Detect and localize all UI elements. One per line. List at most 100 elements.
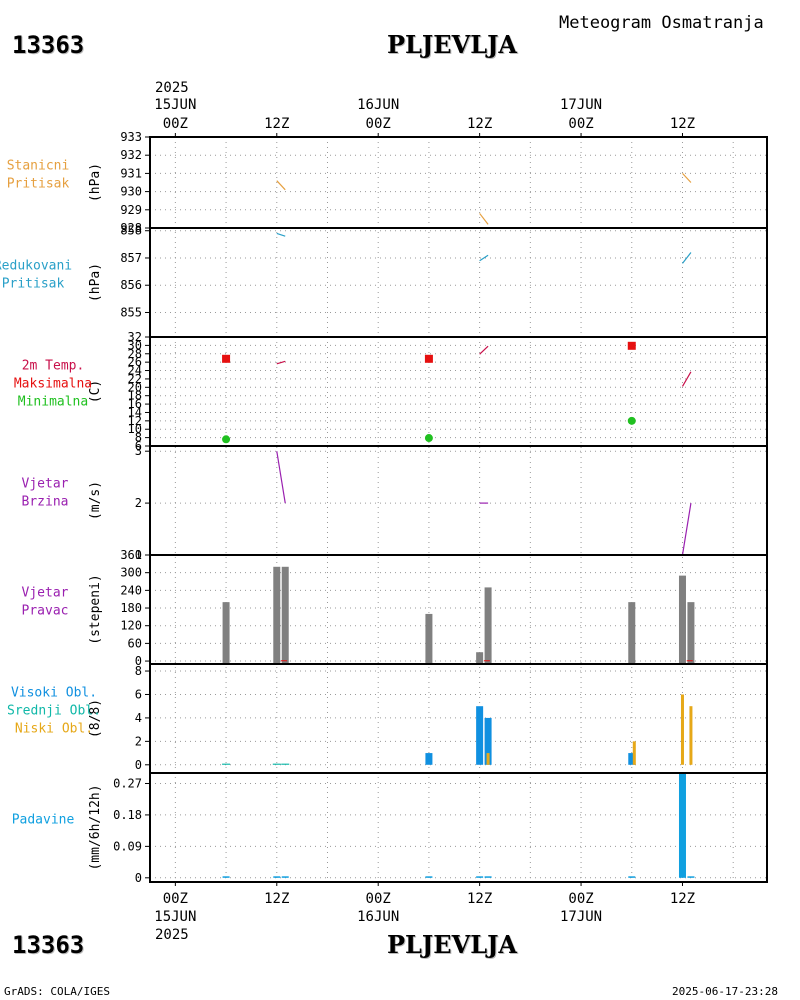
hour-label-bottom: 00Z xyxy=(163,891,188,907)
wind-direction-ytick-label: 120 xyxy=(120,619,142,633)
cloud-bar xyxy=(281,763,290,765)
reduced-pressure-ytick-label: 857 xyxy=(120,251,142,265)
hour-label-bottom: 12Z xyxy=(467,891,492,907)
station-pressure-label-1: Stanicni xyxy=(7,159,70,174)
station-pressure-segment xyxy=(682,172,692,183)
frame-layer xyxy=(145,133,768,886)
hour-label-top: 00Z xyxy=(163,116,188,132)
cloud-cover-ytick-label: 2 xyxy=(135,734,142,748)
wind-direction-bar xyxy=(222,602,230,664)
date-label-bottom: 17JUN xyxy=(560,909,602,925)
data-layer xyxy=(222,172,695,878)
station-id-bottom: 13363 xyxy=(12,931,85,959)
wind-speed-segment xyxy=(276,451,286,504)
cloud-cover-label-1: Visoki Obl. xyxy=(11,686,97,701)
precipitation-ytick-label: 0.18 xyxy=(113,808,142,822)
hour-label-bottom: 12Z xyxy=(264,891,289,907)
temp-max-point xyxy=(627,341,636,350)
temp-min-point xyxy=(222,435,231,444)
temperature-ylabel: (C) xyxy=(88,380,103,403)
reduced-pressure-ytick-label: 855 xyxy=(120,305,142,319)
wind-speed-panel-frame xyxy=(149,445,768,556)
temp-max-point xyxy=(424,354,433,363)
date-label-top: 16JUN xyxy=(357,97,399,113)
cloud-cover-ytick-label: 8 xyxy=(135,664,142,678)
cloud-bar xyxy=(486,753,490,765)
precipitation-ytick-label: 0.27 xyxy=(113,776,142,790)
wind-direction-label-2: Pravac xyxy=(22,604,69,619)
station-pressure-ytick-label: 932 xyxy=(120,148,142,162)
wind-direction-ytick-label: 60 xyxy=(128,636,142,650)
cloud-bar xyxy=(425,753,433,765)
temperature-ytick-label: 8 xyxy=(135,431,142,445)
precip-trace xyxy=(476,876,484,878)
precip-bar xyxy=(678,773,686,878)
cloud-cover-ytick-label: 0 xyxy=(135,758,142,772)
precip-trace xyxy=(628,876,636,878)
temperature-panel-frame xyxy=(149,336,768,447)
reduced-pressure-segment xyxy=(276,232,286,237)
temperature-ytick-label: 28 xyxy=(128,347,142,361)
temperature-ytick-label: 6 xyxy=(135,439,142,453)
hour-label-top: 00Z xyxy=(366,116,391,132)
temp-max-point xyxy=(222,354,231,363)
temp-min-point xyxy=(424,434,433,443)
reduced-pressure-ylabel: (hPa) xyxy=(88,263,103,302)
temperature-ytick-label: 30 xyxy=(128,338,142,352)
wind-direction-bar xyxy=(628,602,636,664)
cloud-cover-panel-frame xyxy=(149,663,768,774)
wind-speed-label-1: Vjetar xyxy=(22,477,69,492)
wind-direction-bar xyxy=(425,613,433,664)
temperature-ytick-label: 16 xyxy=(128,397,142,411)
chart-subtitle: Meteogram Osmatranja xyxy=(559,13,764,33)
cloud-cover-ytick-label: 4 xyxy=(135,711,142,725)
temperature-ytick-label: 10 xyxy=(128,422,142,436)
temperature-ytick-label: 32 xyxy=(128,330,142,344)
cloud-bar xyxy=(628,753,636,765)
wind-direction-ytick-label: 0 xyxy=(135,654,142,668)
date-label-bottom: 16JUN xyxy=(357,909,399,925)
wind-direction-ytick-label: 300 xyxy=(120,566,142,580)
temperature-label-2: Maksimalna xyxy=(14,377,92,392)
cloud-cover-label-3: Niski Obl. xyxy=(15,722,93,737)
timestamp-text: 2025-06-17-23:28 xyxy=(672,985,778,998)
station-pressure-panel-frame xyxy=(149,136,768,229)
station-pressure-segment xyxy=(276,180,286,191)
station-pressure-ytick-label: 930 xyxy=(120,185,142,199)
hour-label-top: 00Z xyxy=(568,116,593,132)
temperature-ytick-label: 14 xyxy=(128,405,142,419)
precipitation-label-1: Padavine xyxy=(12,813,75,828)
year-top: 2025 xyxy=(155,80,189,96)
wind-direction-bar xyxy=(687,602,695,664)
cloud-cover-label-2: Srednji Obl. xyxy=(7,704,101,719)
temperature-ytick-label: 20 xyxy=(128,380,142,394)
cloud-bar xyxy=(632,741,636,765)
wind-direction-ytick-label: 360 xyxy=(120,548,142,562)
date-label-bottom: 15JUN xyxy=(154,909,196,925)
wind-direction-ytick-label: 180 xyxy=(120,601,142,615)
station-pressure-ylabel: (hPa) xyxy=(88,163,103,202)
temp-min-point xyxy=(627,416,636,425)
wind-direction-panel-frame xyxy=(149,554,768,665)
wind-speed-ytick-label: 2 xyxy=(135,496,142,510)
hour-label-bottom: 12Z xyxy=(670,891,695,907)
wind-direction-bar xyxy=(476,652,484,664)
cloud-bar xyxy=(680,694,684,765)
temperature-ytick-label: 18 xyxy=(128,389,142,403)
reduced-pressure-panel-frame xyxy=(149,227,768,338)
temperature-ytick-label: 24 xyxy=(128,364,142,378)
wind-speed-ytick-label: 1 xyxy=(135,548,142,562)
cloud-bar xyxy=(484,717,492,765)
precipitation-ytick-label: 0.09 xyxy=(113,839,142,853)
temperature-segment xyxy=(276,360,286,365)
cloud-bar xyxy=(272,763,281,765)
cloud-bar xyxy=(689,706,693,765)
date-label-top: 15JUN xyxy=(154,97,196,113)
hour-label-top: 12Z xyxy=(264,116,289,132)
temperature-ytick-label: 26 xyxy=(128,355,142,369)
temperature-label-1: 2m Temp. xyxy=(22,359,85,374)
precipitation-ytick-label: 0 xyxy=(135,871,142,885)
cloud-cover-ylabel: (8/8) xyxy=(88,699,103,738)
grid-layer xyxy=(150,136,767,882)
